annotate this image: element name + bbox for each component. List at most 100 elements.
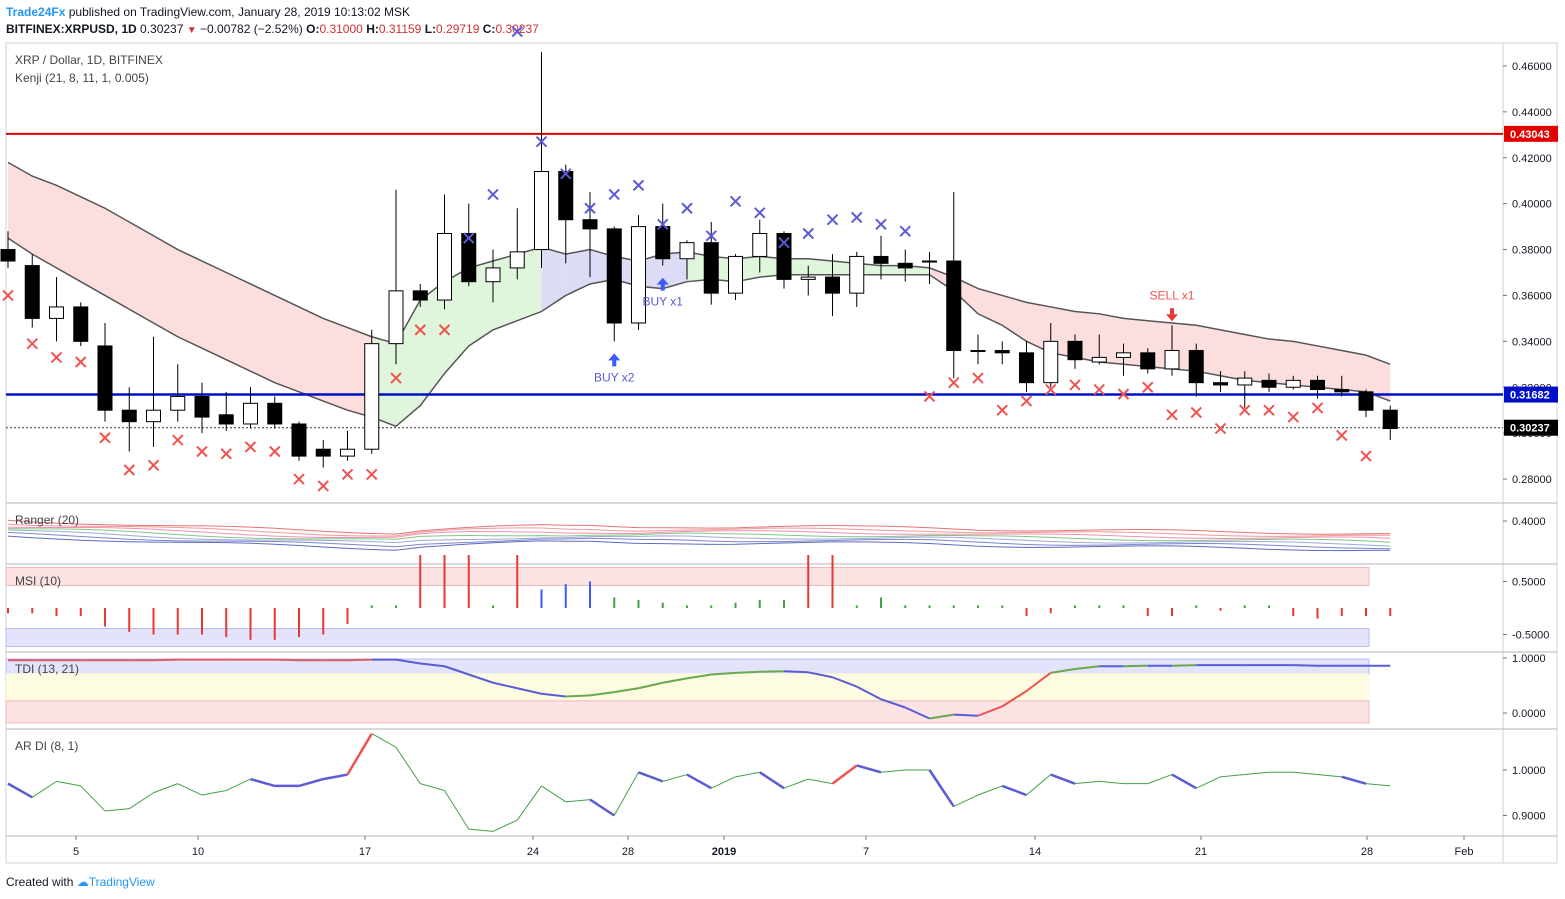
kenji-cloud-segment [1002, 295, 1027, 342]
candle-body [1310, 379, 1325, 391]
buy-arrow-icon [656, 277, 669, 291]
ardi-line-segment [323, 773, 348, 781]
tdi-line-segment [759, 670, 785, 673]
kenji-cloud-segment [468, 261, 493, 346]
signal-cross-marker [438, 324, 451, 336]
ardi-line-segment [928, 769, 955, 808]
candle-body [1237, 377, 1253, 386]
candle-body [994, 350, 1010, 354]
ranger-tick-label: 0.4000 [1512, 516, 1546, 528]
signal-cross-marker [560, 168, 572, 180]
ranger-band-line [7, 535, 1391, 552]
candle-body [558, 171, 574, 221]
buy-signal-label: BUY x2 [594, 370, 635, 384]
tdi-line-segment [977, 705, 1003, 717]
price-tag-label: 0.31682 [1510, 390, 1550, 402]
signal-cross-marker [196, 445, 208, 458]
candle-body [194, 395, 210, 418]
ranger-band-line [7, 519, 1391, 535]
candle-body [849, 255, 865, 294]
msi-upper-zone [5, 567, 1370, 586]
symbol-info-line: BITFINEX:XRPUSD, 1D 0.30237 ▼ −0.00782 (… [6, 22, 539, 36]
candle-body [606, 228, 622, 324]
ardi-line-segment [638, 771, 664, 783]
sell-signal-label: SELL x1 [1150, 288, 1195, 302]
price-tick-label: 0.44000 [1512, 107, 1552, 119]
kenji-cloud-segment [32, 176, 57, 268]
candle-body [897, 262, 913, 269]
candle-body [485, 267, 501, 283]
candle-body [291, 423, 307, 457]
ardi-line-segment [1365, 783, 1391, 787]
time-tick-label: 7 [863, 846, 869, 858]
candle-body [73, 306, 89, 342]
price-tag-label: 0.43043 [1510, 129, 1550, 141]
candle-body [509, 251, 525, 269]
signal-cross-marker [705, 230, 717, 242]
kenji-cloud-segment [541, 247, 566, 312]
publisher-name[interactable]: Trade24Fx [6, 5, 66, 19]
signal-cross-marker [511, 25, 523, 38]
tdi-line-segment [153, 658, 178, 662]
signal-cross-marker [729, 195, 742, 208]
signal-cross-marker [366, 468, 378, 481]
ardi-line-segment [420, 783, 445, 791]
ardi-line-segment [977, 785, 1003, 796]
signal-cross-marker [632, 179, 645, 191]
kenji-cloud-segment [105, 208, 130, 310]
candle-body [1164, 350, 1180, 370]
ardi-line-segment [1293, 771, 1318, 776]
ardi-line-segment [177, 783, 203, 796]
candle-body [800, 276, 816, 280]
tdi-line-segment [638, 681, 663, 690]
tdi-line-segment [347, 658, 372, 662]
ardi-legend: AR DI (8, 1) [15, 739, 78, 753]
signal-cross-marker [269, 445, 281, 458]
low-label: L: [424, 22, 437, 36]
ardi-line-segment [371, 733, 397, 748]
signal-cross-marker [608, 188, 620, 201]
signal-cross-marker [1287, 411, 1299, 423]
ardi-line-segment [31, 780, 57, 798]
tdi-tick-label: 0.0000 [1512, 708, 1546, 720]
ardi-line-segment [1147, 774, 1173, 785]
candle-body [0, 249, 16, 262]
kenji-cloud-segment [177, 249, 202, 349]
ardi-line-segment [541, 785, 567, 803]
price-tick-label: 0.40000 [1512, 199, 1552, 211]
candle-body [412, 290, 428, 301]
tdi-legend: TDI (13, 21) [15, 662, 79, 676]
kenji-cloud-segment [323, 318, 348, 411]
signal-cross-marker [1190, 406, 1202, 419]
tradingview-link[interactable]: TradingView [88, 875, 155, 889]
tdi-line-segment [420, 662, 445, 668]
symbol-legend: XRP / Dollar, 1D, BITFINEX [15, 53, 163, 67]
ardi-tick-label: 1.0000 [1512, 765, 1546, 777]
kenji-legend: Kenji (21, 8, 11, 1, 0.005) [15, 71, 149, 85]
ardi-line-segment [56, 780, 81, 787]
tdi-line-segment [1293, 664, 1318, 667]
signal-cross-marker [535, 135, 548, 148]
publisher-line: Trade24Fx published on TradingView.com, … [6, 5, 410, 19]
ardi-line-segment [7, 782, 33, 799]
candle-body [315, 448, 331, 457]
ardi-line-segment [1220, 774, 1245, 778]
kenji-cloud-segment [250, 283, 275, 383]
kenji-cloud-segment [808, 258, 833, 275]
ardi-line-segment [1341, 775, 1367, 785]
tdi-line-segment [953, 713, 979, 717]
signal-cross-marker [317, 480, 329, 492]
time-tick-label: 28 [622, 846, 634, 858]
ardi-line-segment [783, 778, 809, 789]
created-with-text: Created with [6, 875, 74, 889]
tradingview-logo-icon[interactable]: ☁ [76, 875, 89, 889]
last-price: 0.30237 [140, 22, 184, 36]
price-tick-label: 0.28000 [1512, 474, 1552, 486]
ardi-line-segment [395, 746, 421, 784]
candle-body [1067, 340, 1083, 361]
signal-cross-marker [802, 227, 814, 240]
msi-tick-label: -0.5000 [1512, 630, 1549, 642]
ardi-line-segment [298, 777, 324, 788]
signal-cross-marker [972, 372, 984, 384]
